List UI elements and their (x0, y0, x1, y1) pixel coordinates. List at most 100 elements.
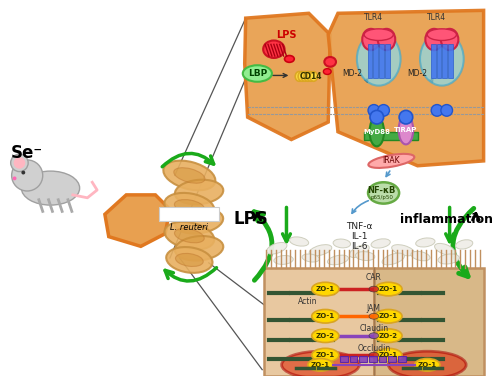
Ellipse shape (388, 351, 466, 379)
Ellipse shape (371, 239, 390, 248)
Circle shape (14, 157, 25, 169)
Ellipse shape (312, 282, 339, 296)
Polygon shape (105, 195, 170, 246)
Ellipse shape (375, 329, 402, 343)
Ellipse shape (411, 251, 430, 261)
Text: IL-1: IL-1 (351, 232, 368, 241)
Ellipse shape (312, 348, 339, 362)
Text: MD-2: MD-2 (408, 69, 428, 78)
Polygon shape (328, 10, 484, 166)
Bar (385, 44, 390, 78)
Text: TNF-α: TNF-α (346, 222, 372, 231)
Bar (360, 356, 367, 362)
Ellipse shape (312, 329, 339, 343)
Bar (340, 356, 347, 362)
Ellipse shape (22, 171, 80, 205)
Ellipse shape (310, 71, 318, 81)
Ellipse shape (274, 256, 293, 264)
Text: Claudin: Claudin (360, 324, 388, 333)
Ellipse shape (174, 228, 204, 243)
Ellipse shape (266, 243, 287, 254)
Text: IRAK: IRAK (382, 156, 400, 165)
Ellipse shape (164, 160, 216, 190)
Text: ZO-1: ZO-1 (316, 313, 335, 319)
Bar (442, 44, 447, 78)
Ellipse shape (309, 244, 332, 256)
Text: L. reuteri: L. reuteri (170, 223, 208, 232)
Circle shape (441, 105, 452, 116)
Ellipse shape (362, 29, 380, 50)
Ellipse shape (324, 57, 336, 67)
Circle shape (368, 105, 380, 116)
Text: p65/p50: p65/p50 (370, 195, 393, 200)
Text: ZO-1: ZO-1 (379, 286, 398, 292)
Ellipse shape (174, 168, 205, 183)
Text: ZO-1: ZO-1 (379, 352, 398, 358)
Text: ZO-1: ZO-1 (311, 362, 330, 368)
Ellipse shape (164, 193, 214, 220)
Circle shape (378, 105, 390, 116)
Bar (369, 356, 377, 362)
Ellipse shape (378, 29, 395, 50)
Ellipse shape (243, 65, 272, 82)
Text: ZO-1: ZO-1 (316, 286, 335, 292)
Ellipse shape (438, 254, 459, 264)
Ellipse shape (263, 40, 284, 58)
Circle shape (431, 105, 443, 116)
Ellipse shape (301, 71, 309, 81)
Circle shape (10, 154, 28, 172)
Text: LPS: LPS (233, 210, 268, 228)
Ellipse shape (175, 180, 224, 204)
Ellipse shape (312, 309, 339, 323)
Ellipse shape (426, 29, 443, 50)
Ellipse shape (290, 237, 308, 246)
Text: ZO-1: ZO-1 (379, 313, 398, 319)
Ellipse shape (304, 71, 312, 81)
Ellipse shape (176, 253, 203, 267)
Bar (160, 207, 220, 221)
Ellipse shape (350, 245, 369, 257)
Ellipse shape (368, 182, 399, 204)
Text: CAR: CAR (366, 273, 382, 282)
Polygon shape (244, 13, 330, 139)
Bar (388, 356, 396, 362)
Ellipse shape (364, 29, 394, 40)
Bar (430, 44, 436, 78)
Ellipse shape (175, 236, 224, 261)
Circle shape (12, 160, 42, 191)
Text: ZO-2: ZO-2 (316, 333, 335, 339)
Bar (448, 44, 453, 78)
Ellipse shape (428, 29, 456, 40)
Text: Occludin: Occludin (357, 344, 390, 353)
Text: inflammation: inflammation (400, 213, 493, 226)
Ellipse shape (375, 282, 402, 296)
Ellipse shape (392, 244, 414, 256)
Ellipse shape (164, 222, 214, 249)
Ellipse shape (375, 348, 402, 362)
Ellipse shape (370, 117, 384, 146)
Text: Actin: Actin (298, 297, 318, 306)
Bar (368, 44, 372, 78)
Text: Se⁻: Se⁻ (11, 144, 44, 162)
Text: IL-6: IL-6 (351, 242, 368, 251)
Ellipse shape (284, 55, 294, 62)
Text: MD-2: MD-2 (342, 69, 362, 78)
Bar (436, 44, 442, 78)
Bar (364, 132, 418, 139)
Ellipse shape (356, 252, 375, 261)
Ellipse shape (441, 29, 458, 50)
Ellipse shape (382, 253, 404, 265)
Ellipse shape (456, 240, 473, 249)
Circle shape (370, 110, 384, 124)
Ellipse shape (414, 359, 440, 371)
Text: LPS: LPS (276, 30, 296, 40)
Ellipse shape (434, 243, 455, 255)
Text: CD14: CD14 (300, 72, 322, 81)
Ellipse shape (166, 247, 212, 273)
Ellipse shape (282, 351, 360, 379)
Bar (378, 356, 386, 362)
Ellipse shape (368, 154, 414, 168)
Ellipse shape (375, 309, 402, 323)
Text: JAM: JAM (367, 304, 381, 313)
Ellipse shape (302, 254, 320, 262)
